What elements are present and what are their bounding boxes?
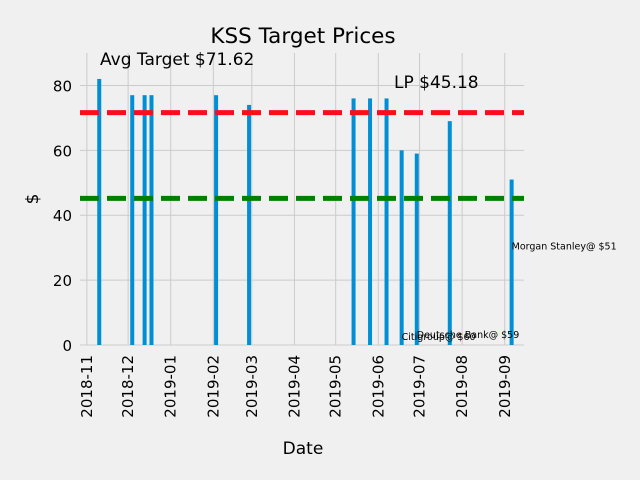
x-tick-label: 2019-03 [243, 355, 261, 418]
bar [399, 150, 404, 345]
annotation-label: Morgan Stanley@ $51 [512, 241, 617, 252]
annotation-label: Deutsche Bank@ $59 [417, 330, 519, 341]
avg-target-label: Avg Target $71.62 [100, 50, 254, 70]
x-tick-label: 2018-11 [78, 355, 96, 418]
x-axis-label: Date [283, 439, 324, 459]
y-tick-label: 40 [53, 207, 72, 225]
chart-title: KSS Target Prices [210, 24, 395, 49]
bar [414, 153, 419, 345]
x-axis-ticks: 2018-11 2018-12 2019-01 2019-02 2019-03 2019-… [78, 355, 514, 418]
y-tick-label: 0 [62, 337, 72, 355]
bar [130, 95, 135, 345]
x-tick-label: 2019-08 [453, 355, 471, 418]
y-tick-label: 60 [53, 142, 72, 160]
bar [97, 78, 102, 345]
x-tick-label: 2019-04 [285, 355, 303, 418]
x-tick-label: 2019-02 [204, 355, 222, 418]
x-tick-label: 2019-05 [327, 355, 345, 418]
bars [97, 78, 514, 346]
bar [384, 98, 389, 345]
y-axis-label: $ [23, 194, 43, 205]
bar [509, 179, 514, 345]
y-tick-label: 20 [53, 272, 72, 290]
x-tick-label: 2019-06 [369, 355, 387, 418]
reference-lines: Avg Target $71.62 LP $45.18 [80, 50, 524, 201]
bar [214, 95, 219, 345]
bar [247, 104, 252, 346]
bar [447, 121, 452, 345]
y-axis-ticks: 0 20 40 60 80 [53, 77, 72, 355]
bar [149, 95, 154, 345]
x-tick-label: 2019-09 [496, 355, 514, 418]
x-tick-label: 2018-12 [119, 355, 137, 418]
bar [368, 98, 373, 345]
annotation-label: Citigroup@ $60 [402, 332, 476, 343]
x-tick-label: 2019-01 [162, 355, 180, 418]
bar [351, 98, 356, 345]
x-tick-label: 2019-07 [411, 355, 429, 418]
y-tick-label: 80 [53, 77, 72, 95]
bar [142, 95, 147, 345]
low-price-label: LP $45.18 [394, 73, 479, 93]
